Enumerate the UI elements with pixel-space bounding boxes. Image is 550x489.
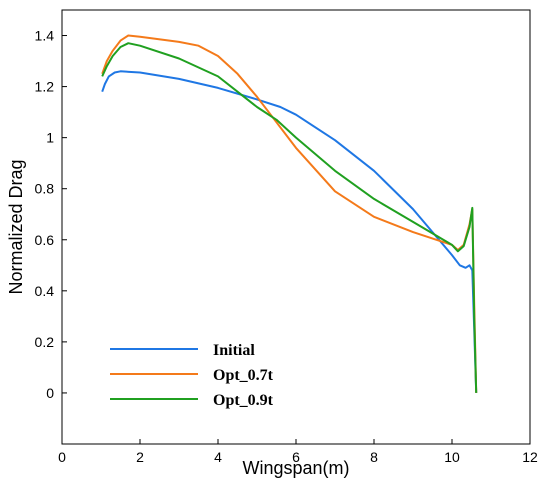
legend-label: Opt_0.9t bbox=[213, 392, 274, 409]
x-tick-label: 4 bbox=[214, 449, 222, 465]
y-tick-label: 1.4 bbox=[35, 28, 55, 44]
x-axis-title: Wingspan(m) bbox=[242, 458, 349, 478]
x-axis-ticks: 0 2 4 6 8 10 12 bbox=[58, 439, 538, 465]
y-axis-title: Normalized Drag bbox=[6, 159, 26, 294]
x-tick-label: 6 bbox=[292, 449, 300, 465]
series-line-opt-0-9t bbox=[101, 42, 478, 393]
legend-label: Initial bbox=[213, 342, 255, 359]
series-line-opt-0-7t bbox=[101, 34, 478, 393]
x-tick-label: 12 bbox=[522, 449, 538, 465]
y-tick-label: 0.6 bbox=[35, 232, 55, 248]
y-tick-label: 1 bbox=[46, 130, 54, 146]
y-tick-label: 0.4 bbox=[35, 283, 55, 299]
legend: Initial Opt_0.7t Opt_0.9t bbox=[110, 342, 274, 409]
series-line-initial bbox=[101, 70, 478, 393]
series-lines bbox=[101, 34, 478, 393]
x-tick-label: 2 bbox=[136, 449, 144, 465]
plot-frame bbox=[61, 9, 531, 445]
y-tick-label: 0.8 bbox=[35, 181, 55, 197]
y-tick-label: 1.2 bbox=[35, 79, 55, 95]
y-axis-ticks: 0 0.2 0.4 0.6 0.8 1 1.2 1.4 bbox=[35, 28, 67, 401]
x-tick-label: 0 bbox=[58, 449, 66, 465]
y-tick-label: 0.2 bbox=[35, 334, 55, 350]
x-tick-label: 10 bbox=[444, 449, 460, 465]
legend-label: Opt_0.7t bbox=[213, 367, 274, 384]
x-tick-label: 8 bbox=[370, 449, 378, 465]
y-tick-label: 0 bbox=[46, 385, 54, 401]
